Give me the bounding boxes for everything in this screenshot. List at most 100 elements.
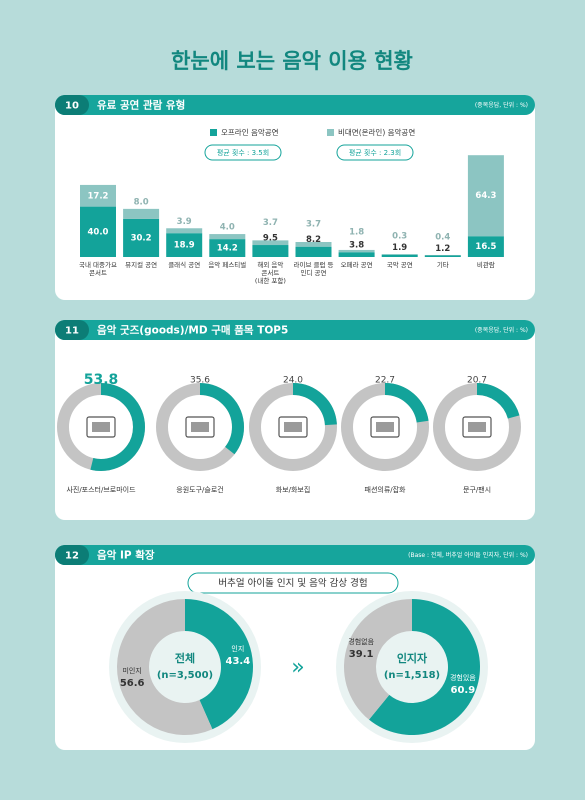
pie-slice bbox=[368, 599, 480, 736]
section-note: (Base : 전체, 버추얼 아이돌 인지자, 단위 : %) bbox=[408, 551, 528, 559]
value-label: 3.7 bbox=[263, 218, 278, 228]
value-label: 9.5 bbox=[263, 234, 278, 244]
ring-arc bbox=[156, 383, 244, 471]
bar-segment bbox=[424, 255, 461, 257]
bar-segment bbox=[295, 246, 332, 257]
bar-segment bbox=[166, 228, 203, 234]
center-title: 전체 bbox=[175, 651, 195, 665]
page-title: 한눈에 보는 음악 이용 현황 bbox=[171, 49, 413, 73]
slice-value: 60.9 bbox=[451, 685, 476, 696]
ring-arc bbox=[433, 383, 521, 471]
x-tick-label: 클래식 공연 bbox=[168, 261, 201, 269]
section-title: 유료 공연 관람 유형 bbox=[97, 99, 185, 112]
bar-segment bbox=[467, 155, 504, 237]
value-label: 16.5 bbox=[475, 242, 496, 252]
value-label: 20.7 bbox=[467, 376, 487, 386]
bar-segment bbox=[252, 245, 289, 257]
bar-segment bbox=[338, 249, 375, 253]
bar-segment bbox=[166, 233, 203, 257]
x-tick-label: 비관람 bbox=[476, 261, 495, 269]
section-header bbox=[55, 95, 535, 115]
bar-segment bbox=[252, 240, 289, 246]
x-tick-label: 국내 대중가요 콘서트 bbox=[79, 261, 117, 277]
subtitle-pill bbox=[187, 572, 399, 594]
slice-name: 경험없음 bbox=[348, 637, 374, 646]
x-tick-label: 오페라 공연 bbox=[340, 261, 373, 269]
ring-arc bbox=[57, 383, 145, 471]
average-pill bbox=[336, 144, 414, 161]
bar-segment bbox=[209, 234, 246, 240]
slice-name: 인지 bbox=[231, 644, 244, 653]
section-header bbox=[55, 545, 535, 565]
section-note: (중복응답, 단위 : %) bbox=[475, 326, 528, 334]
section-title: 음악 굿즈(goods)/MD 구매 품목 TOP5 bbox=[97, 324, 288, 337]
value-label: 3.8 bbox=[349, 241, 364, 251]
bar-segment bbox=[467, 236, 504, 257]
bar-segment bbox=[123, 218, 160, 257]
value-label: 53.8 bbox=[84, 372, 119, 388]
bar-segment bbox=[424, 254, 461, 256]
legend-swatch bbox=[327, 129, 334, 136]
value-label: 1.2 bbox=[435, 244, 450, 254]
bar-segment bbox=[381, 254, 418, 257]
value-label: 8.2 bbox=[306, 235, 321, 245]
section-number: 10 bbox=[65, 101, 79, 112]
category-label: 응원도구/슬로건 bbox=[176, 485, 223, 494]
center-note: (n=1,518) bbox=[384, 670, 440, 681]
bar-segment bbox=[209, 239, 246, 257]
section-subtitle: 버추얼 아이돌 인지 및 음악 감상 경험 bbox=[218, 577, 367, 589]
x-tick-label: 기타 bbox=[436, 261, 449, 269]
category-label: 사진/포스터/브로마이드 bbox=[66, 485, 136, 494]
average-label: 평균 횟수 : 3.5회 bbox=[217, 148, 269, 157]
slice-value: 39.1 bbox=[349, 649, 374, 660]
value-label: 64.3 bbox=[475, 191, 496, 201]
value-label: 30.2 bbox=[131, 233, 152, 243]
icon bbox=[92, 422, 110, 432]
value-label: 18.9 bbox=[174, 241, 195, 251]
value-label: 17.2 bbox=[88, 191, 109, 201]
legend-label: 비대면(온라인) 음악공연 bbox=[338, 127, 415, 137]
legend-label: 오프라인 음악공연 bbox=[221, 127, 279, 137]
x-tick-label: 해외 음악 콘서트 (내한 포함) bbox=[254, 261, 286, 285]
pie-slice bbox=[117, 599, 213, 735]
category-label: 문구/팬시 bbox=[463, 485, 491, 494]
value-label: 4.0 bbox=[220, 223, 235, 233]
category-label: 패션의류/잡화 bbox=[365, 485, 407, 494]
legend-swatch bbox=[210, 129, 217, 136]
category-label: 화보/화보집 bbox=[276, 485, 311, 494]
bar-segment bbox=[80, 206, 116, 257]
slice-name: 미인지 bbox=[122, 666, 141, 675]
bar-segment bbox=[295, 242, 332, 247]
pie-slice bbox=[185, 599, 254, 730]
section-note: (중복응답, 단위 : %) bbox=[475, 101, 528, 109]
section-title: 음악 IP 확장 bbox=[97, 549, 155, 562]
value-label: 8.0 bbox=[134, 197, 149, 207]
value-label: 3.9 bbox=[177, 217, 192, 227]
icon bbox=[191, 422, 209, 432]
value-label: 1.9 bbox=[392, 243, 407, 253]
slice-value: 43.4 bbox=[225, 656, 250, 667]
icon bbox=[468, 422, 486, 432]
slice-name: 경험있음 bbox=[450, 673, 476, 682]
center-note: (n=3,500) bbox=[157, 670, 213, 681]
value-label: 35.6 bbox=[190, 376, 210, 386]
section-header bbox=[55, 320, 535, 340]
value-label: 40.0 bbox=[88, 227, 109, 237]
arrow: » bbox=[291, 655, 304, 680]
x-tick-label: 음악 페스티벌 bbox=[208, 261, 247, 269]
section-number: 12 bbox=[65, 551, 79, 562]
value-label: 22.7 bbox=[375, 376, 395, 386]
section-number-box bbox=[55, 95, 89, 115]
value-label: 24.0 bbox=[283, 376, 303, 386]
pie-slice bbox=[344, 599, 412, 720]
icon bbox=[376, 422, 394, 432]
x-tick-label: 뮤지컬 공연 bbox=[125, 261, 158, 269]
bar-segment bbox=[123, 208, 160, 219]
ring-arc bbox=[341, 383, 429, 471]
ring-arc bbox=[249, 383, 337, 471]
value-label: 1.8 bbox=[349, 227, 364, 237]
x-tick-label: 라이브 클럽 등 인디 공연 bbox=[293, 261, 334, 277]
bar-segment bbox=[338, 252, 375, 257]
